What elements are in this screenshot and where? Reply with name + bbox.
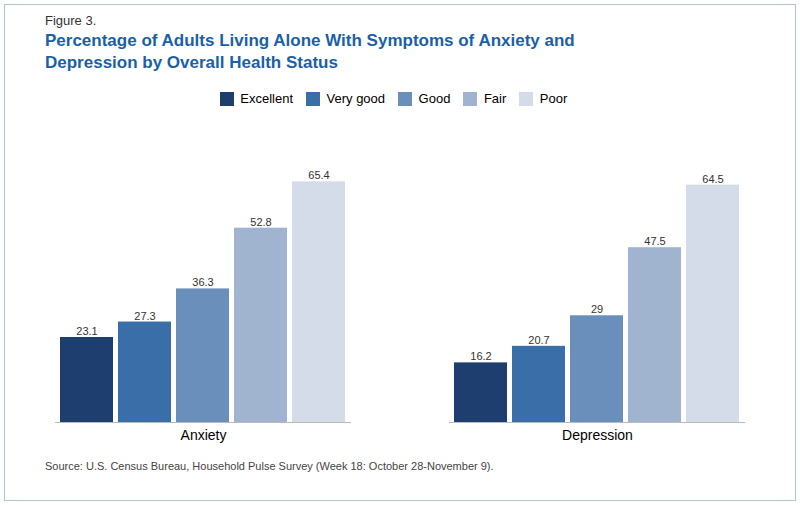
svg-text:52.8: 52.8 bbox=[250, 215, 271, 227]
html-text:Percentage of Adults Living Al: Percentage of Adults Living Alone With S… bbox=[45, 31, 575, 73]
html-text:Source: U.S. Census Bureau, Ho: Source: U.S. Census Bureau, Household Pu… bbox=[45, 459, 494, 472]
html-text:Poor: Poor bbox=[539, 91, 568, 107]
html-text:Good: Good bbox=[418, 91, 451, 107]
html-text:Very good: Very good bbox=[326, 91, 386, 107]
svg-text:27.3: 27.3 bbox=[134, 309, 155, 321]
html-text:Figure 3.: Figure 3. bbox=[45, 13, 97, 28]
svg-text:16.2: 16.2 bbox=[470, 350, 491, 362]
svg-text:Depression: Depression bbox=[562, 427, 633, 443]
svg-text:64.5: 64.5 bbox=[702, 172, 723, 184]
svg-text:47.5: 47.5 bbox=[644, 235, 665, 247]
svg-text:36.3: 36.3 bbox=[192, 276, 213, 288]
svg-text:65.4: 65.4 bbox=[308, 169, 329, 181]
html-text:Fair: Fair bbox=[483, 91, 507, 107]
svg-text:20.7: 20.7 bbox=[528, 334, 549, 346]
svg-text:23.1: 23.1 bbox=[76, 325, 97, 337]
svg-text:29: 29 bbox=[591, 303, 603, 315]
html-text:Excellent: Excellent bbox=[240, 91, 293, 107]
svg-text:Anxiety: Anxiety bbox=[181, 427, 227, 443]
